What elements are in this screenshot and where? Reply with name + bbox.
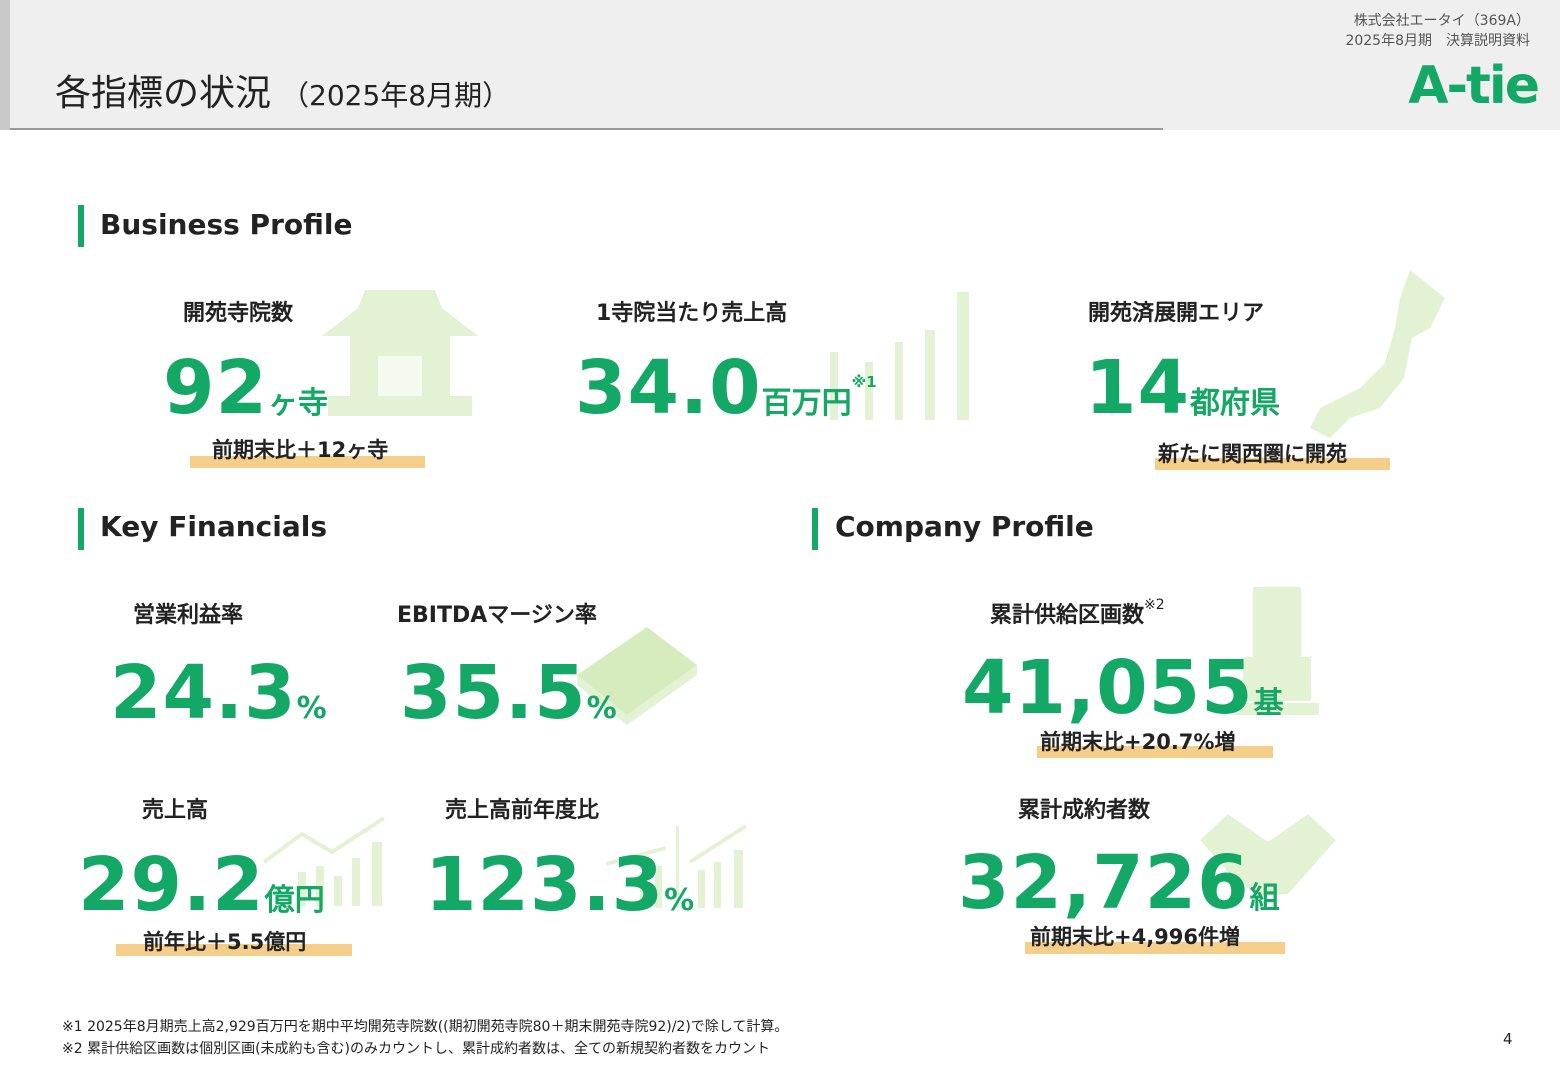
footnote: ※1 2025年8月期売上高2,929百万円を期中平均開苑寺院数((期初開苑寺院… — [62, 1019, 789, 1035]
metric-label: 開苑済展開エリア — [1088, 301, 1265, 326]
metric-value: 92 ヶ寺 — [163, 345, 328, 431]
section-title: Business Profile — [100, 208, 353, 241]
title-period: （2025年8月期） — [281, 79, 511, 112]
metric-value: 32,726 組 — [958, 840, 1280, 926]
metric-sub: 前期末比＋12ヶ寺 — [212, 438, 389, 462]
metric-label: 開苑寺院数 — [183, 301, 294, 326]
metric-label: 累計供給区画数※2 — [990, 597, 1165, 629]
value-number: 92 — [163, 345, 268, 431]
section-title: Company Profile — [835, 510, 1094, 543]
value-number: 41,055 — [962, 645, 1254, 731]
metric-label: 1寺院当たり売上高 — [596, 301, 788, 326]
metric-value: 35.5% — [400, 650, 617, 736]
metric-value: 41,055 基 — [962, 645, 1284, 731]
highlight — [1025, 942, 1285, 954]
metric-label: 累計成約者数 — [1018, 798, 1151, 823]
page-number: 4 — [1503, 1030, 1513, 1048]
value-unit: % — [296, 691, 327, 726]
page-title: 各指標の状況 （2025年8月期） — [55, 64, 510, 116]
cash-icon — [577, 627, 697, 725]
metric-label: 売上高 — [142, 798, 209, 823]
value-note: ※1 — [851, 373, 877, 391]
metric-value: 14 都府県 — [1085, 345, 1280, 431]
value-number: 24.3 — [110, 650, 297, 736]
value-unit: 億円 — [264, 883, 325, 918]
value-unit: 組 — [1249, 881, 1280, 916]
growth-icon-2 — [605, 824, 748, 908]
value-number: 34.0 — [575, 345, 762, 431]
section-marker — [78, 205, 84, 247]
metric-value: 34.0 百万円 ※1 — [575, 345, 877, 431]
section-title: Key Financials — [100, 510, 328, 543]
metric-label: 営業利益率 — [133, 603, 244, 628]
metric-label: 売上高前年度比 — [445, 798, 600, 823]
highlight — [190, 456, 425, 468]
highlight — [1037, 746, 1273, 758]
label-note: ※2 — [1144, 597, 1165, 613]
metric-value: 29.2 億円 — [78, 842, 325, 928]
value-unit: 基 — [1253, 686, 1284, 721]
document-name: 2025年8月期 決算説明資料 — [1345, 33, 1530, 49]
value-unit: ヶ寺 — [267, 386, 328, 421]
header-rule — [10, 128, 1163, 130]
value-unit: % — [664, 883, 695, 918]
temple-icon — [322, 290, 478, 416]
value-number: 29.2 — [78, 842, 265, 928]
handshake-icon — [1200, 814, 1336, 896]
metric-value: 123.3% — [425, 842, 694, 928]
logo: A-tie — [1408, 56, 1540, 116]
metric-sub: 前年比＋5.5億円 — [143, 930, 307, 954]
bars-icon — [830, 292, 969, 420]
value-number: 35.5 — [400, 650, 587, 736]
section-marker — [812, 508, 818, 550]
section-marker — [78, 508, 84, 550]
gravestone-icon — [1235, 587, 1319, 715]
metric-sub: 前期末比+4,996件増 — [1030, 925, 1241, 949]
metric-sub: 前期末比+20.7%増 — [1040, 730, 1236, 754]
growth-icon-1 — [262, 816, 386, 906]
footnote: ※2 累計供給区画数は個別区画(未成約も含む)のみカウントし、累計成約者数は、全… — [62, 1041, 771, 1057]
value-number: 14 — [1085, 345, 1190, 431]
highlight — [116, 944, 352, 956]
value-unit: 都府県 — [1189, 386, 1280, 421]
value-unit: 百万円 — [761, 386, 852, 421]
header-band — [0, 0, 1560, 130]
company-name: 株式会社エータイ（369A） — [1353, 13, 1530, 29]
metric-value: 24.3% — [110, 650, 327, 736]
value-number: 32,726 — [958, 840, 1250, 926]
title-text: 各指標の状況 — [55, 73, 272, 114]
metric-sub: 新たに関西圏に開苑 — [1158, 442, 1347, 466]
label-text: 累計供給区画数 — [990, 603, 1145, 628]
value-number: 123.3 — [425, 842, 665, 928]
metric-label: EBITDAマージン率 — [397, 603, 597, 628]
highlight — [1155, 458, 1390, 470]
japan-icon — [1310, 270, 1445, 438]
header-strip — [0, 0, 10, 130]
value-unit: % — [586, 691, 617, 726]
